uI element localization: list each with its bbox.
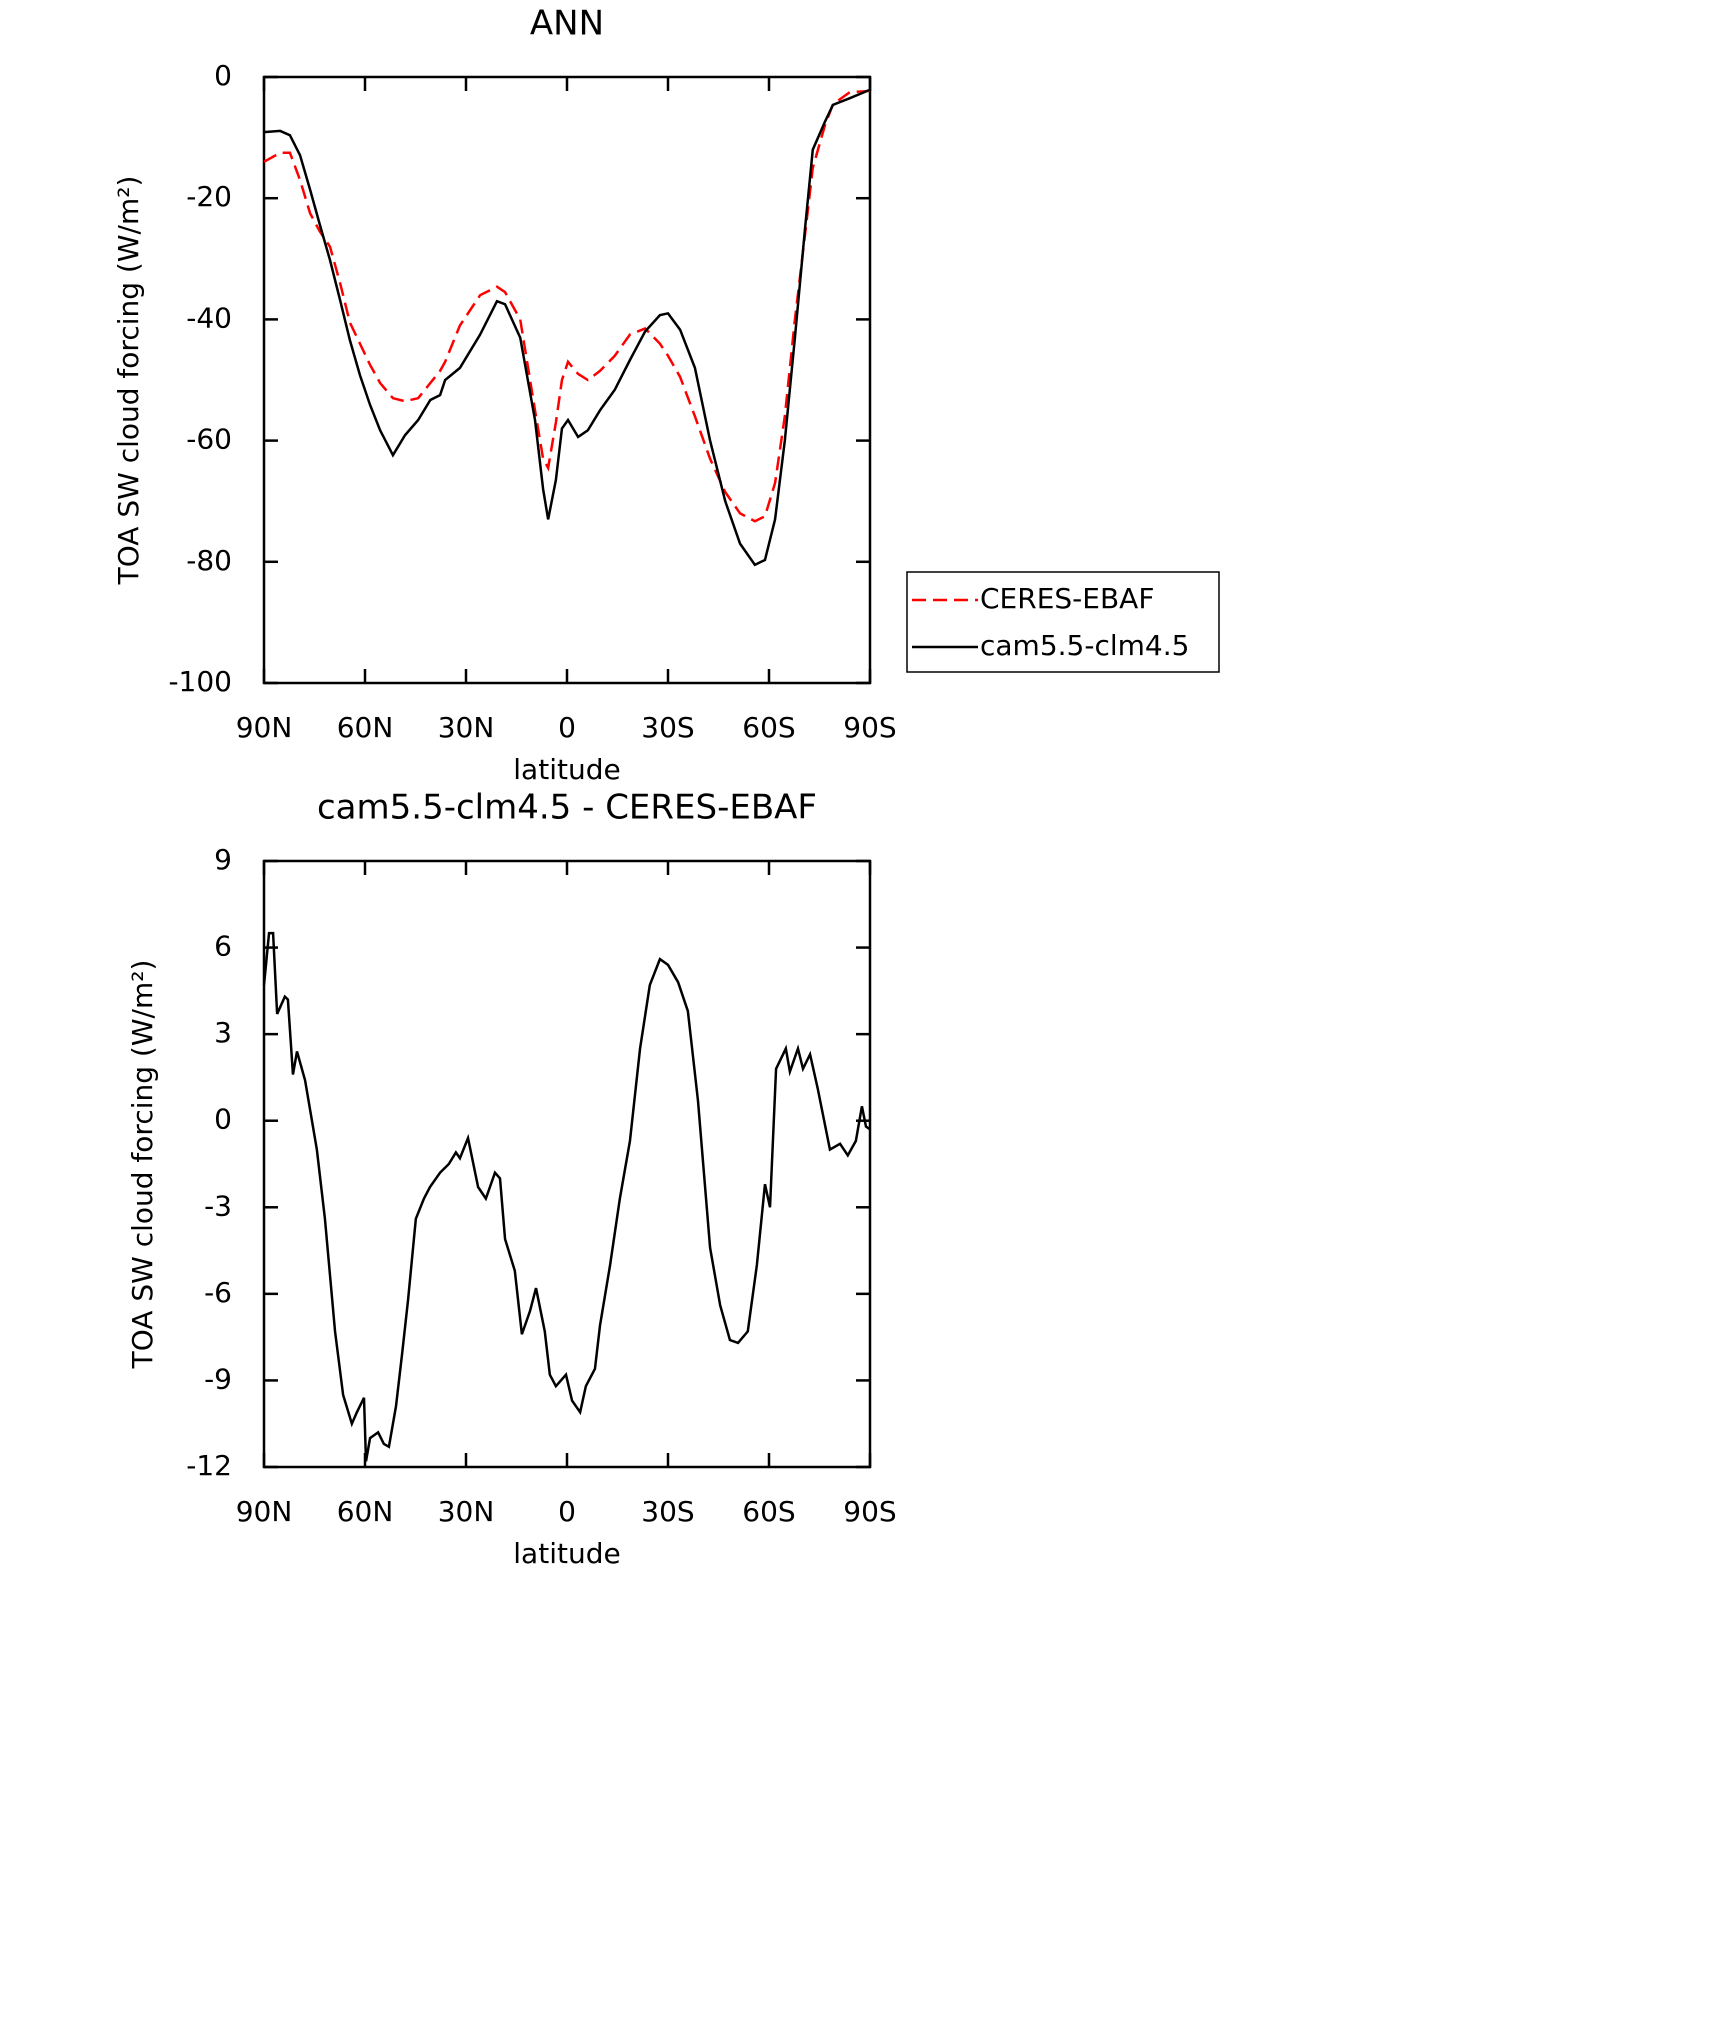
y-tick-label: -3 (204, 1189, 232, 1222)
x-tick-label: 30S (641, 711, 694, 744)
x-tick-label: 60N (337, 1495, 394, 1528)
x-tick-label: 90N (236, 1495, 293, 1528)
y-tick-label: 0 (214, 1103, 232, 1136)
x-tick-label: 30N (438, 711, 495, 744)
data-line (262, 931, 871, 1462)
x-tick-label: 30N (438, 1495, 495, 1528)
y-tick-label: -80 (186, 544, 232, 577)
legend-label: cam5.5-clm4.5 (980, 629, 1189, 662)
y-tick-label: -12 (186, 1449, 232, 1482)
chart-title: cam5.5-clm4.5 - CERES-EBAF (317, 788, 817, 828)
x-tick-label: 60S (742, 1495, 795, 1528)
x-tick-label: 90S (843, 711, 896, 744)
legend-label: CERES-EBAF (980, 582, 1154, 615)
plot-frame (262, 75, 872, 685)
y-tick-label: -60 (186, 423, 232, 456)
chart-title: ANN (530, 4, 604, 44)
x-tick-label: 0 (558, 711, 576, 744)
y-tick-label: -6 (204, 1276, 232, 1309)
y-tick-label: 6 (214, 930, 232, 963)
x-tick-label: 60N (337, 711, 394, 744)
data-line (263, 88, 871, 567)
x-tick-label: 0 (558, 1495, 576, 1528)
y-tick-label: -40 (186, 301, 232, 334)
y-tick-label: -100 (168, 665, 232, 698)
y-tick-label: 9 (214, 843, 232, 876)
x-tick-label: 60S (742, 711, 795, 744)
y-axis-label: TOA SW cloud forcing (W/m²) (126, 960, 159, 1370)
x-tick-label: 30S (641, 1495, 694, 1528)
x-tick-label: 90N (236, 711, 293, 744)
y-tick-label: -20 (186, 180, 232, 213)
y-tick-label: 3 (214, 1016, 232, 1049)
x-tick-label: 90S (843, 1495, 896, 1528)
y-tick-label: 0 (214, 59, 232, 92)
x-axis-label: latitude (513, 753, 620, 786)
y-tick-label: -9 (204, 1362, 232, 1395)
x-axis-label: latitude (513, 1537, 620, 1570)
y-axis-label: TOA SW cloud forcing (W/m²) (112, 176, 145, 586)
data-line (263, 89, 871, 523)
legend-box (906, 571, 1220, 673)
